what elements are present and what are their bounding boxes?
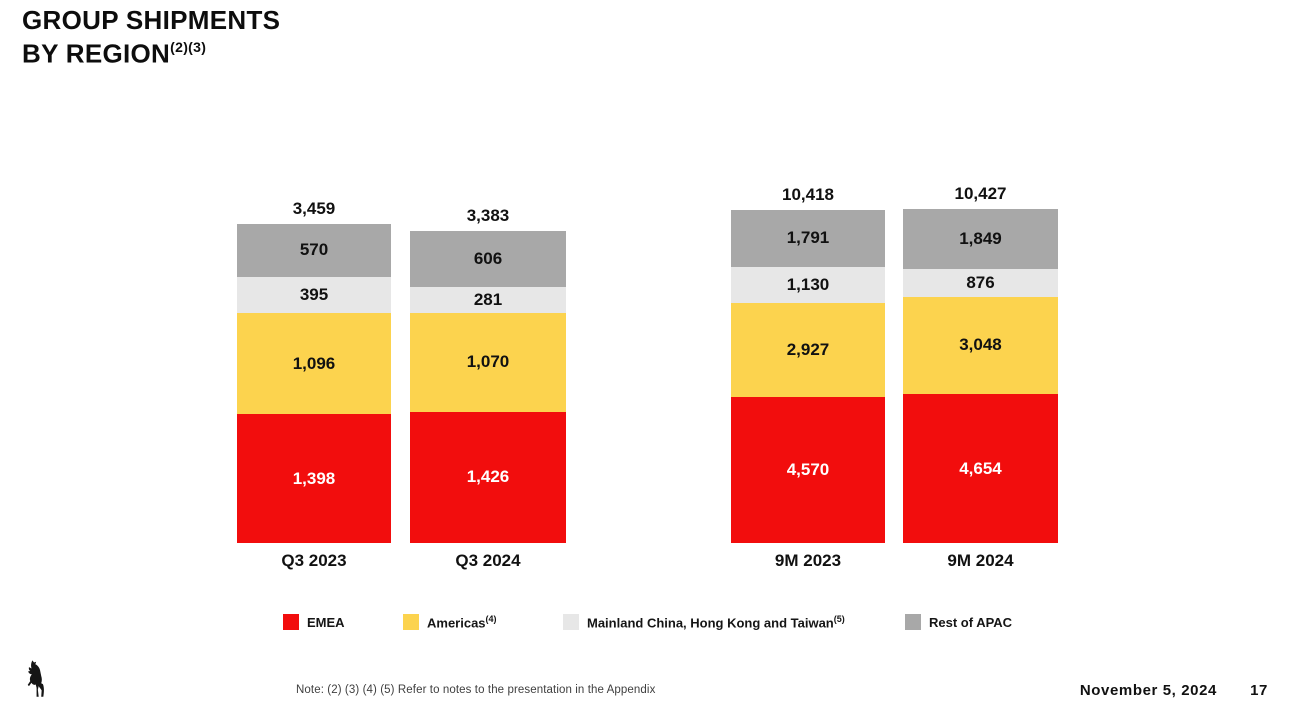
bar-segment-americas: 1,070 xyxy=(410,312,566,412)
ferrari-prancing-horse-icon xyxy=(26,660,48,703)
bar-segment-americas: 3,048 xyxy=(903,296,1058,395)
legend-item-rest-of-apac: Rest of APAC xyxy=(905,614,1012,630)
presentation-date: November 5, 2024 xyxy=(1079,682,1217,699)
legend-label: EMEA xyxy=(307,614,345,630)
legend-item-mainland-china-hong-kong-and-taiwan: Mainland China, Hong Kong and Taiwan(5) xyxy=(563,614,845,630)
bar-segment-americas: 1,096 xyxy=(237,313,391,415)
page-title-line1-text: GROUP SHIPMENTS xyxy=(22,5,281,35)
bar-9m-2023: 10,418 1,791 1,130 2,927 4,570 xyxy=(731,185,885,543)
bar-total-label: 3,459 xyxy=(292,199,336,219)
bar-q3-2023: 3,459 570 395 1,096 1,398 xyxy=(237,199,391,543)
bar-segment-rest-of-apac: 1,849 xyxy=(903,209,1058,269)
legend-footnote-ref: (5) xyxy=(833,614,845,624)
x-label-q3-2024: Q3 2024 xyxy=(455,551,521,570)
legend-swatch-mainland-china-hong-kong-and-taiwan xyxy=(563,614,579,631)
bar-segment-mainland-china-hong-kong-and-taiwan: 1,130 xyxy=(731,266,885,304)
legend-swatch-emea xyxy=(283,614,299,630)
page-title-line1: GROUP SHIPMENTS xyxy=(22,6,280,34)
x-label-q3-2023: Q3 2023 xyxy=(281,551,347,570)
bar-segment-mainland-china-hong-kong-and-taiwan: 281 xyxy=(410,286,566,313)
footnote: Note: (2) (3) (4) (5) Refer to notes to … xyxy=(296,684,656,696)
bar-segment-emea: 1,426 xyxy=(410,411,566,543)
page-number: 17 xyxy=(1250,682,1268,699)
bar-segment-rest-of-apac: 1,791 xyxy=(731,209,885,267)
bar-segment-emea: 4,654 xyxy=(903,394,1058,543)
legend-label: Rest of APAC xyxy=(929,614,1013,630)
bar-q3-2024: 3,383 606 281 1,070 1,426 xyxy=(410,206,566,543)
x-label-9m-2023: 9M 2023 xyxy=(774,551,842,570)
bar-segment-mainland-china-hong-kong-and-taiwan: 876 xyxy=(903,268,1058,297)
legend-swatch-rest-of-apac xyxy=(905,614,921,630)
bar-segment-emea: 1,398 xyxy=(237,414,391,543)
bar-total-label: 10,427 xyxy=(954,184,1007,204)
legend-item-emea: EMEA xyxy=(283,614,345,630)
page-title-line2-text: BY REGION xyxy=(22,38,171,69)
page-title: GROUP SHIPMENTS BY REGION(2)(3) xyxy=(22,6,280,68)
page-title-footnote-refs: (2)(3) xyxy=(170,39,207,55)
page-title-line2: BY REGION(2)(3) xyxy=(22,34,280,68)
legend-item-americas: Americas(4) xyxy=(403,614,497,630)
bar-total-label: 10,418 xyxy=(782,184,834,204)
bar-segment-emea: 4,570 xyxy=(731,396,885,543)
x-label-9m-2024: 9M 2024 xyxy=(947,551,1014,570)
legend-label: Americas(4) xyxy=(427,614,497,631)
legend-label: Mainland China, Hong Kong and Taiwan(5) xyxy=(587,614,845,631)
bar-segment-mainland-china-hong-kong-and-taiwan: 395 xyxy=(237,276,391,314)
bar-9m-2024: 10,427 1,849 876 3,048 4,654 xyxy=(903,184,1058,543)
legend-footnote-ref: (4) xyxy=(485,614,497,624)
legend-swatch-americas xyxy=(403,614,419,631)
bar-segment-americas: 2,927 xyxy=(731,303,885,397)
bar-total-label: 3,383 xyxy=(466,206,510,226)
bar-segment-rest-of-apac: 606 xyxy=(410,231,566,287)
bar-segment-rest-of-apac: 570 xyxy=(237,224,391,277)
